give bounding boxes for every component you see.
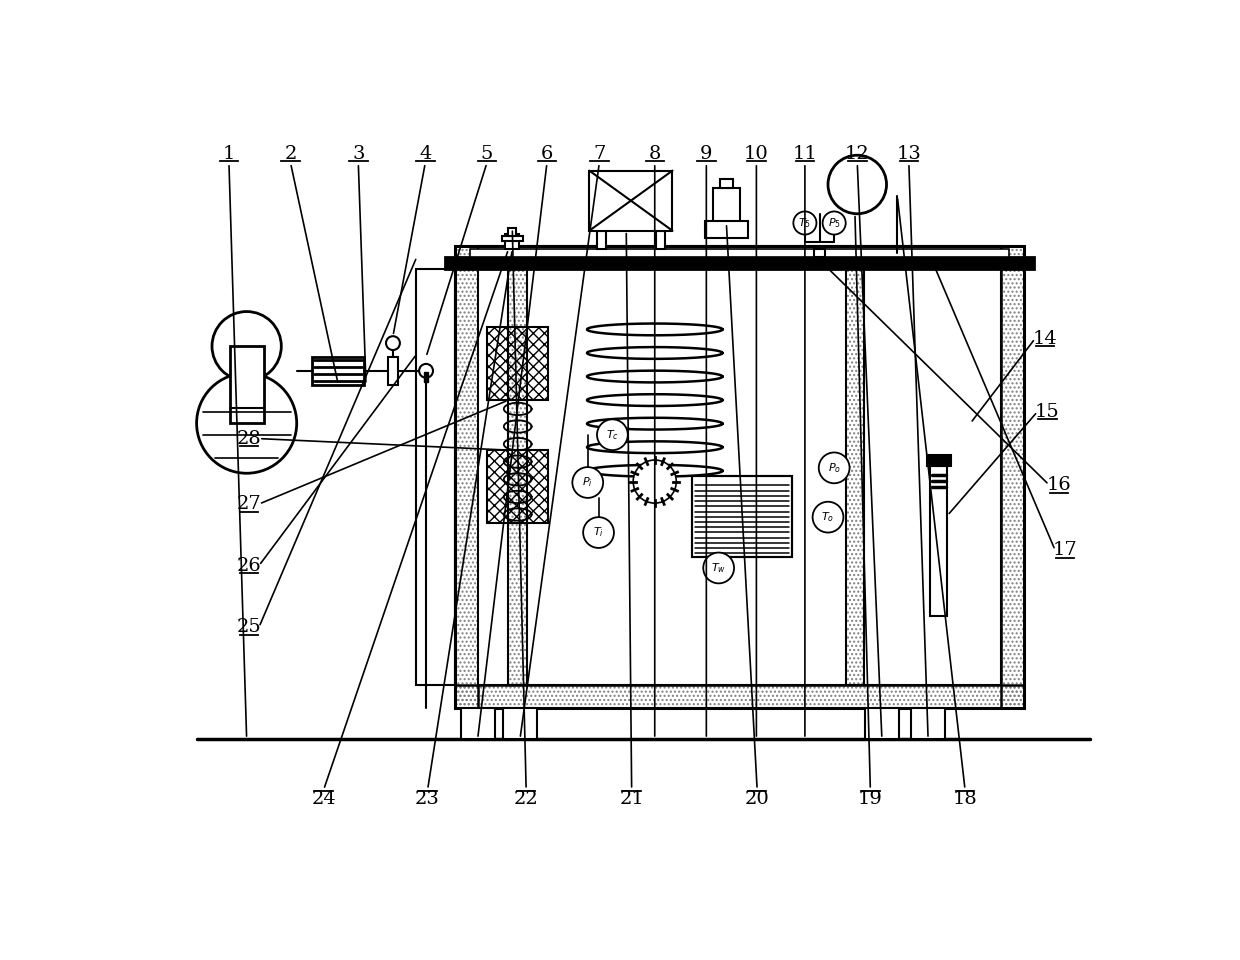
Bar: [388, 357, 398, 385]
Bar: [501, 236, 523, 242]
Text: 6: 6: [541, 145, 553, 162]
Bar: [1001, 246, 1024, 708]
Text: 10: 10: [744, 145, 769, 162]
Bar: [713, 188, 740, 223]
Bar: [1001, 246, 1024, 708]
Bar: [692, 476, 792, 557]
Text: 26: 26: [237, 557, 262, 575]
Circle shape: [419, 364, 433, 378]
Bar: [692, 476, 792, 557]
Text: $T_i$: $T_i$: [593, 526, 604, 540]
Bar: [477, 246, 1001, 685]
Circle shape: [212, 312, 281, 381]
Text: 20: 20: [745, 790, 770, 808]
Bar: [815, 250, 825, 257]
Text: 14: 14: [1033, 329, 1058, 348]
Text: $T_5$: $T_5$: [799, 216, 811, 229]
Text: 12: 12: [844, 145, 869, 162]
Text: 22: 22: [513, 790, 538, 808]
Bar: [508, 228, 516, 236]
Bar: [487, 450, 548, 523]
Text: 24: 24: [311, 790, 336, 808]
Circle shape: [822, 211, 846, 234]
Bar: [508, 269, 527, 685]
Text: 4: 4: [419, 145, 432, 162]
Text: $P_i$: $P_i$: [583, 475, 593, 490]
Bar: [461, 708, 495, 739]
Text: 19: 19: [858, 790, 883, 808]
Bar: [926, 455, 951, 466]
Text: 3: 3: [352, 145, 365, 162]
Bar: [455, 685, 1024, 708]
Text: 28: 28: [237, 430, 262, 447]
Bar: [589, 171, 672, 230]
Circle shape: [703, 553, 734, 584]
Bar: [445, 257, 1034, 269]
Bar: [846, 269, 864, 685]
Text: 13: 13: [897, 145, 921, 162]
Bar: [417, 269, 455, 685]
Circle shape: [386, 336, 399, 350]
Circle shape: [828, 156, 887, 214]
Text: 21: 21: [619, 790, 644, 808]
Text: 15: 15: [1035, 402, 1060, 420]
Circle shape: [634, 460, 676, 503]
Bar: [455, 246, 477, 708]
Bar: [911, 708, 945, 739]
Text: 11: 11: [792, 145, 817, 162]
Text: 18: 18: [952, 790, 977, 808]
Text: $T_w$: $T_w$: [711, 561, 727, 575]
Text: $T_c$: $T_c$: [606, 428, 619, 442]
Bar: [704, 222, 748, 238]
Text: 23: 23: [415, 790, 440, 808]
Text: 5: 5: [481, 145, 494, 162]
Text: 17: 17: [1053, 541, 1078, 560]
Text: $P_5$: $P_5$: [827, 216, 841, 229]
Bar: [455, 246, 477, 708]
Bar: [312, 357, 365, 385]
Bar: [487, 327, 548, 400]
Text: 2: 2: [284, 145, 296, 162]
Bar: [503, 708, 537, 739]
Circle shape: [583, 517, 614, 548]
Text: $T_o$: $T_o$: [821, 511, 835, 524]
Bar: [720, 180, 733, 188]
Bar: [424, 372, 428, 382]
Circle shape: [818, 452, 849, 483]
Text: 1: 1: [223, 145, 236, 162]
Text: 7: 7: [593, 145, 605, 162]
Text: 27: 27: [237, 495, 262, 513]
Bar: [508, 269, 527, 685]
Bar: [487, 450, 548, 523]
Bar: [846, 269, 864, 685]
Circle shape: [596, 420, 627, 450]
Bar: [455, 685, 1024, 708]
Circle shape: [794, 211, 816, 234]
Bar: [487, 327, 548, 400]
Text: 25: 25: [237, 618, 262, 636]
Bar: [596, 230, 606, 250]
Bar: [470, 250, 1009, 257]
Bar: [930, 466, 947, 615]
Text: $P_o$: $P_o$: [827, 461, 841, 475]
Circle shape: [573, 468, 603, 498]
Bar: [656, 230, 665, 250]
Circle shape: [197, 373, 296, 473]
Bar: [866, 708, 899, 739]
Bar: [455, 246, 1024, 708]
Text: 8: 8: [649, 145, 661, 162]
Bar: [229, 347, 264, 423]
Text: 9: 9: [701, 145, 713, 162]
Text: 16: 16: [1047, 476, 1071, 493]
Bar: [506, 234, 520, 250]
Circle shape: [812, 502, 843, 533]
